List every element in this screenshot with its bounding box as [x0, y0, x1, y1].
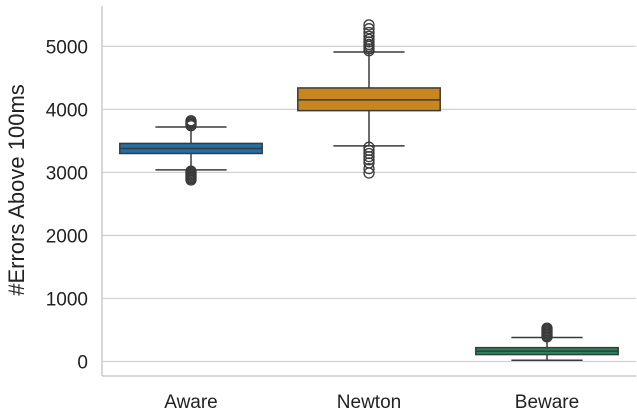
outlier-point — [363, 26, 375, 39]
y-axis-label: #Errors Above 100ms — [4, 84, 29, 296]
y-tick-label: 2000 — [46, 226, 88, 247]
y-tick-labels: 0 1000 2000 3000 4000 5000 — [46, 37, 88, 373]
x-tick-label: Newton — [337, 392, 401, 413]
outlier-point — [363, 147, 375, 160]
box-newton — [297, 19, 441, 179]
outlier-point — [363, 33, 375, 46]
box-aware — [119, 115, 263, 186]
outlier-point — [185, 165, 197, 177]
y-tick-label: 3000 — [46, 163, 88, 184]
outlier-point — [185, 115, 197, 127]
y-tick-label: 4000 — [46, 100, 88, 121]
outlier-point — [363, 141, 375, 153]
x-tick-label: Aware — [164, 392, 218, 413]
y-tick-label: 1000 — [46, 289, 88, 310]
outlier-point — [363, 30, 375, 42]
y-tick-label: 5000 — [46, 37, 88, 58]
outlier-point — [541, 322, 553, 334]
y-tick-label: 0 — [77, 353, 88, 374]
axes — [101, 6, 636, 377]
outlier-point — [363, 19, 375, 31]
outlier-point — [363, 144, 375, 156]
boxes — [119, 19, 619, 361]
box-beware — [475, 322, 619, 361]
x-tick-label: Beware — [515, 392, 579, 413]
x-tick-labels: Aware Newton Beware — [164, 392, 579, 413]
outlier-point — [363, 23, 375, 35]
outlier-point — [363, 162, 375, 175]
